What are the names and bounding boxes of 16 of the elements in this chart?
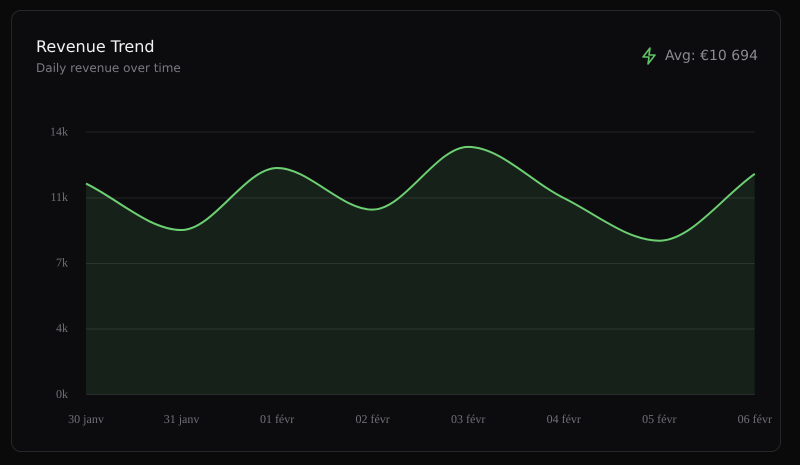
x-tick-label: 05 févr <box>642 412 676 426</box>
chart-title: Revenue Trend <box>36 37 155 56</box>
text: Avg: €10 694 <box>665 48 758 64</box>
x-tick-label: 01 févr <box>260 412 294 426</box>
x-tick-label: 03 févr <box>451 412 486 426</box>
x-tick-label: 06 févr <box>738 412 772 426</box>
chart-subtitle: Daily revenue over time <box>36 61 181 75</box>
y-tick-label: 4k <box>56 321 68 336</box>
x-tick-label: 30 janv <box>68 412 104 426</box>
x-tick-label: 02 févr <box>355 412 390 426</box>
x-tick-label: 31 janv <box>164 412 200 426</box>
y-tick-label: 0k <box>56 386 68 401</box>
y-tick-label: 14k <box>50 124 68 138</box>
y-tick-label: 7k <box>56 256 68 270</box>
y-tick-label: 11k <box>50 190 68 204</box>
x-tick-label: 04 févr <box>546 412 581 426</box>
